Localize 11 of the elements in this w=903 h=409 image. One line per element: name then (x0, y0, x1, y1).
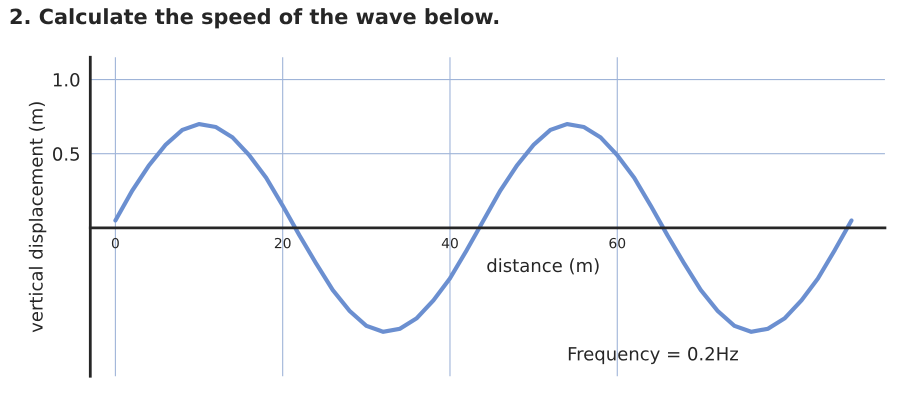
x-axis-title: distance (m) (487, 258, 599, 274)
y-axis-title: vertical displacement (m) (28, 102, 46, 332)
x-tick-label: 40 (442, 238, 458, 248)
y-tick-label: 1.0 (54, 72, 80, 87)
chart-title: 2. Calculate the speed of the wave below. (10, 8, 498, 28)
y-tick-label: 0.5 (53, 147, 79, 161)
x-tick-label: 20 (274, 238, 291, 248)
line-series (113, 122, 854, 334)
annotation: Frequency = 0.2Hz (568, 346, 738, 364)
x-tick-label: 60 (609, 238, 626, 248)
x-tick-label: 0 (112, 238, 119, 248)
